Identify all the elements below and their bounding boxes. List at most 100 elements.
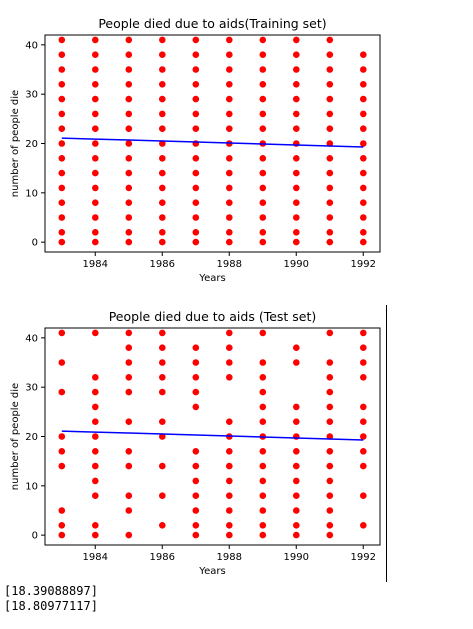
scatter-point: [92, 229, 99, 236]
scatter-point: [59, 66, 66, 73]
scatter-point: [226, 214, 233, 221]
scatter-point: [193, 185, 200, 192]
scatter-point: [327, 330, 334, 337]
scatter-point: [92, 170, 99, 177]
scatter-point: [193, 37, 200, 44]
scatter-point: [126, 214, 133, 221]
scatter-point: [260, 448, 267, 455]
scatter-point: [159, 214, 166, 221]
y-tick-label: 40: [25, 333, 38, 344]
scatter-point: [293, 199, 300, 206]
scatter-point: [226, 507, 233, 514]
scatter-point: [193, 66, 200, 73]
scatter-point: [293, 125, 300, 132]
scatter-point: [260, 418, 267, 425]
scatter-point: [59, 170, 66, 177]
scatter-point: [360, 463, 367, 470]
scatter-point: [226, 418, 233, 425]
scatter-point: [226, 448, 233, 455]
scatter-point: [193, 344, 200, 351]
y-tick-label: 0: [32, 238, 38, 249]
scatter-point: [327, 81, 334, 88]
scatter-point: [92, 140, 99, 147]
scatter-point: [360, 111, 367, 118]
scatter-point: [126, 418, 133, 425]
scatter-point: [193, 155, 200, 162]
regression-line: [62, 138, 364, 147]
scatter-point: [360, 404, 367, 411]
scatter-point: [193, 125, 200, 132]
scatter-point: [59, 214, 66, 221]
scatter-point: [293, 239, 300, 246]
output-line-1: [18.39088897]: [4, 584, 98, 599]
x-tick-label: 1986: [150, 259, 175, 270]
scatter-point: [92, 418, 99, 425]
scatter-point: [126, 359, 133, 366]
scatter-point: [293, 111, 300, 118]
scatter-point: [226, 239, 233, 246]
scatter-point: [126, 155, 133, 162]
scatter-point: [226, 37, 233, 44]
x-tick-label: 1990: [284, 259, 309, 270]
scatter-point: [92, 463, 99, 470]
scatter-point: [126, 532, 133, 539]
scatter-point: [126, 344, 133, 351]
scatter-point: [226, 463, 233, 470]
scatter-point: [59, 229, 66, 236]
regression-line: [62, 431, 364, 440]
scatter-point: [92, 96, 99, 103]
scatter-point: [193, 532, 200, 539]
x-tick-label: 1984: [83, 552, 108, 563]
y-tick-label: 0: [32, 531, 38, 542]
scatter-point: [59, 389, 66, 396]
scatter-point: [159, 96, 166, 103]
scatter-point: [327, 96, 334, 103]
scatter-point: [126, 330, 133, 337]
scatter-point: [126, 199, 133, 206]
scatter-point: [159, 239, 166, 246]
scatter-point: [59, 522, 66, 529]
scatter-point: [327, 359, 334, 366]
scatter-point: [260, 359, 267, 366]
scatter-point: [126, 507, 133, 514]
scatter-point: [59, 96, 66, 103]
scatter-point: [260, 155, 267, 162]
x-axis-label: Years: [198, 273, 225, 284]
scatter-point: [92, 81, 99, 88]
scatter-point: [92, 185, 99, 192]
scatter-point: [293, 37, 300, 44]
scatter-point: [193, 507, 200, 514]
scatter-point: [260, 492, 267, 499]
scatter-point: [59, 463, 66, 470]
scatter-point: [226, 359, 233, 366]
scatter-point: [360, 374, 367, 381]
scatter-point: [92, 51, 99, 58]
scatter-point: [159, 359, 166, 366]
scatter-point: [327, 389, 334, 396]
scatter-point: [59, 140, 66, 147]
y-tick-label: 30: [25, 383, 38, 394]
scatter-point: [226, 478, 233, 485]
scatter-point: [59, 330, 66, 337]
scatter-point: [126, 51, 133, 58]
scatter-point: [126, 140, 133, 147]
scatter-point: [293, 155, 300, 162]
scatter-point: [92, 374, 99, 381]
scatter-point: [293, 532, 300, 539]
scatter-point: [327, 492, 334, 499]
scatter-point: [193, 96, 200, 103]
scatter-point: [360, 125, 367, 132]
scatter-point: [293, 51, 300, 58]
scatter-point: [92, 492, 99, 499]
scatter-point: [92, 389, 99, 396]
scatter-point: [159, 155, 166, 162]
scatter-point: [327, 404, 334, 411]
scatter-point: [126, 66, 133, 73]
scatter-point: [327, 418, 334, 425]
scatter-point: [327, 507, 334, 514]
scatter-point: [226, 185, 233, 192]
scatter-point: [360, 418, 367, 425]
scatter-point: [293, 359, 300, 366]
scatter-point: [226, 330, 233, 337]
